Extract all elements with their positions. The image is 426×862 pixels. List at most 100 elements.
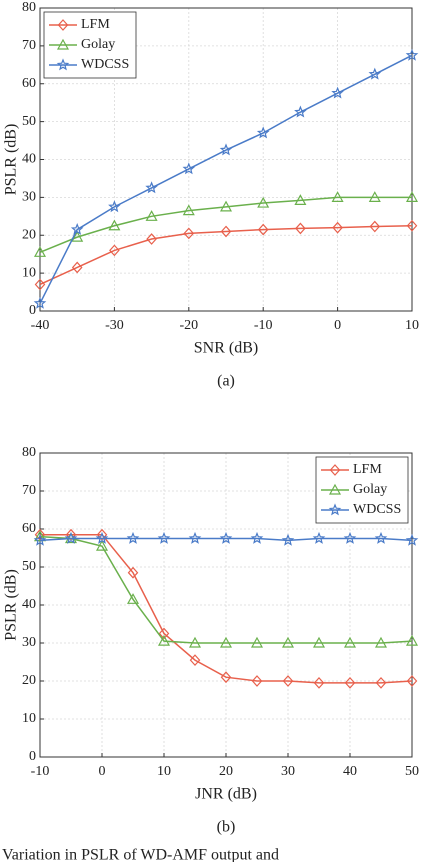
series-line (39, 54, 413, 304)
x-tick-label: -40 (31, 318, 50, 333)
y-tick-label: 50 (22, 114, 36, 129)
y-tick-label: 60 (22, 521, 36, 536)
footer-text: Variation in PSLR of WD-AMF output and (2, 847, 279, 862)
point-marker (182, 204, 195, 216)
y-tick-label: 10 (22, 711, 36, 726)
point-marker (70, 222, 84, 235)
y-tick-label: 40 (22, 597, 36, 612)
point-marker (189, 654, 201, 666)
point-marker (126, 531, 140, 544)
y-tick-label: 70 (22, 38, 36, 53)
point-marker (33, 246, 47, 257)
point-marker (313, 677, 325, 689)
legend-marker (56, 38, 70, 50)
point-marker (145, 210, 158, 221)
y-axis-label: PSLR (dB) (3, 124, 20, 196)
point-marker (108, 219, 121, 231)
point-marker (64, 531, 78, 544)
point-marker (108, 200, 121, 213)
caption: (a) (217, 373, 235, 390)
point-marker (219, 636, 233, 648)
point-marker (33, 296, 47, 309)
point-marker (183, 227, 195, 240)
point-marker (375, 677, 387, 689)
y-tick-label: 0 (29, 303, 36, 318)
point-marker (374, 636, 388, 648)
point-marker (127, 566, 139, 579)
point-marker (257, 196, 270, 208)
point-marker (294, 194, 307, 206)
point-marker (282, 675, 294, 687)
point-marker (33, 530, 47, 542)
point-marker (219, 200, 233, 212)
x-tick-label: -10 (31, 764, 50, 779)
point-marker (158, 627, 170, 640)
legend-label: WDCSS (353, 502, 401, 517)
point-marker (343, 531, 357, 544)
point-marker (95, 539, 109, 551)
legend-marker (56, 58, 70, 71)
y-tick-label: 80 (22, 0, 36, 15)
point-marker (219, 143, 233, 156)
point-marker (95, 531, 109, 544)
point-marker (368, 191, 381, 202)
point-marker (295, 222, 306, 235)
legend-label: LFM (81, 17, 110, 32)
point-marker (312, 531, 326, 544)
point-marker (157, 531, 171, 544)
point-marker (405, 634, 419, 646)
x-axis-label: SNR (dB) (194, 340, 258, 357)
x-tick-label: 20 (219, 764, 233, 779)
plot-frame (39, 452, 413, 758)
y-tick-label: 0 (29, 749, 36, 764)
x-tick-label: 0 (99, 764, 106, 779)
series-line (39, 537, 413, 542)
point-marker (406, 675, 418, 687)
point-marker (344, 677, 356, 689)
legend-label: Golay (81, 37, 115, 52)
y-tick-label: 80 (22, 445, 36, 460)
point-marker (146, 233, 157, 245)
point-marker (157, 634, 171, 646)
x-tick-label: -10 (254, 318, 273, 333)
point-marker (374, 531, 388, 544)
y-axis-label: PSLR (dB) (3, 569, 20, 641)
point-marker (34, 278, 46, 291)
point-marker (405, 533, 419, 546)
x-axis-label: JNR (dB) (195, 786, 257, 803)
x-tick-label: 0 (334, 318, 341, 333)
point-marker (294, 105, 307, 118)
point-marker (96, 528, 108, 541)
y-tick-label: 30 (22, 190, 36, 205)
point-marker (406, 219, 418, 232)
plot-frame (39, 7, 413, 312)
point-marker (343, 636, 357, 648)
point-marker (281, 636, 295, 648)
legend-marker (57, 19, 69, 31)
point-marker (71, 230, 84, 242)
y-tick-label: 30 (22, 635, 36, 650)
point-marker (331, 191, 344, 202)
point-marker (368, 67, 382, 80)
point-marker (332, 221, 343, 234)
y-tick-label: 70 (22, 483, 36, 498)
point-marker (219, 531, 233, 544)
series-line (39, 196, 412, 253)
series-line (39, 535, 413, 644)
legend-marker (329, 464, 341, 476)
y-tick-label: 60 (22, 76, 36, 91)
point-marker (188, 531, 202, 544)
point-marker (33, 533, 47, 546)
point-marker (188, 636, 202, 648)
series-line (40, 533, 413, 684)
point-marker (109, 244, 120, 257)
point-marker (405, 191, 419, 202)
point-marker (182, 162, 196, 175)
point-marker (331, 86, 344, 99)
point-marker (220, 671, 232, 684)
point-marker (220, 225, 232, 238)
point-marker (251, 675, 263, 687)
x-tick-label: -30 (105, 318, 124, 333)
point-marker (145, 181, 158, 194)
